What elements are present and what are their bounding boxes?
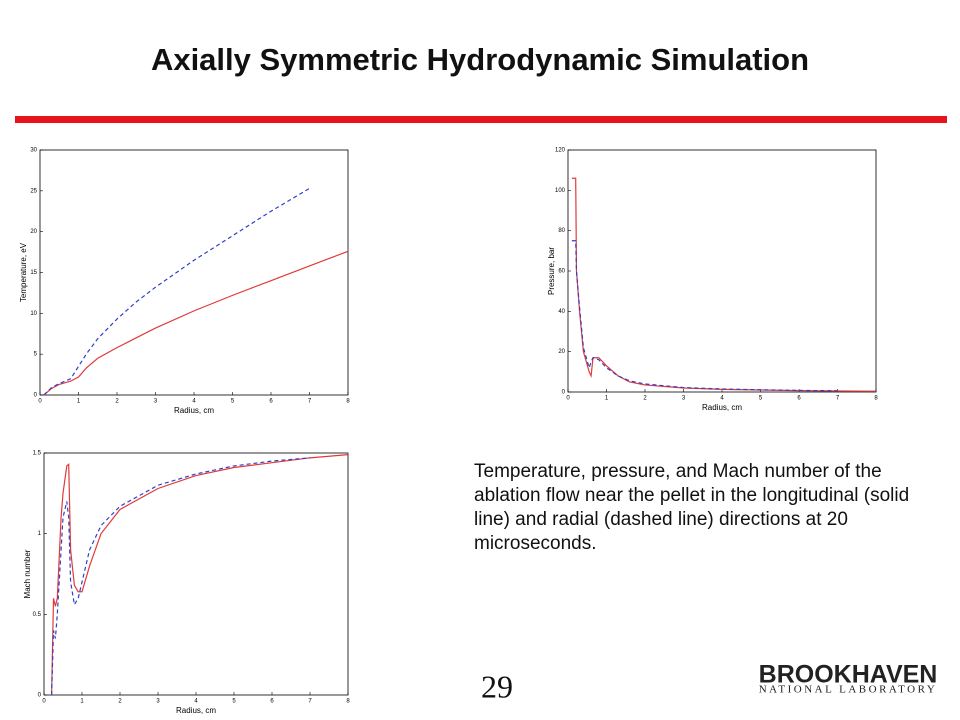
- x-tick-label: 8: [346, 699, 350, 705]
- slide-title: Axially Symmetric Hydrodynamic Simulatio…: [151, 42, 809, 77]
- y-tick-label: 10: [30, 311, 37, 317]
- x-tick-label: 8: [346, 399, 350, 405]
- y-tick-label: 5: [34, 352, 38, 358]
- x-tick-label: 3: [682, 396, 686, 402]
- title-rule: [15, 116, 947, 123]
- page-number: 29: [481, 668, 513, 704]
- y-tick-label: 0: [34, 393, 38, 399]
- x-tick-label: 1: [77, 399, 81, 405]
- x-tick-label: 3: [154, 399, 158, 405]
- y-axis-label: Pressure, bar: [547, 247, 556, 295]
- x-tick-label: 1: [80, 699, 84, 705]
- plot-frame: [567, 149, 877, 393]
- x-tick-label: 6: [270, 699, 274, 705]
- x-tick-label: 5: [232, 699, 236, 705]
- data-line: [43, 250, 349, 396]
- x-tick-label: 1: [605, 396, 609, 402]
- x-tick-label: 4: [720, 396, 724, 402]
- y-tick-label: 1: [38, 531, 42, 537]
- y-tick-label: 40: [558, 309, 565, 315]
- logo-subtitle: NATIONAL LABORATORY: [759, 684, 938, 696]
- x-tick-label: 4: [192, 399, 196, 405]
- y-tick-label: 30: [30, 148, 37, 154]
- x-tick-label: 2: [115, 399, 119, 405]
- y-tick-label: 0: [562, 390, 566, 396]
- data-line: [51, 454, 349, 696]
- x-tick-label: 7: [836, 396, 840, 402]
- x-tick-label: 8: [874, 396, 878, 402]
- logo-name: BROOKHAVEN: [759, 661, 938, 689]
- y-axis-label: Mach number: [23, 549, 32, 598]
- data-line: [43, 187, 310, 396]
- x-tick-label: 5: [759, 396, 763, 402]
- data-line: [571, 177, 877, 392]
- x-tick-label: 6: [797, 396, 801, 402]
- x-axis-label: Radius, cm: [702, 403, 742, 412]
- x-tick-label: 7: [308, 699, 312, 705]
- y-tick-label: 1.5: [33, 451, 42, 457]
- x-tick-label: 3: [156, 699, 160, 705]
- y-tick-label: 120: [555, 148, 566, 154]
- x-tick-label: 7: [308, 399, 312, 405]
- y-tick-label: 60: [558, 269, 565, 275]
- x-tick-label: 0: [42, 699, 46, 705]
- y-tick-label: 20: [558, 349, 565, 355]
- x-tick-label: 2: [118, 699, 122, 705]
- y-tick-label: 20: [30, 229, 37, 235]
- y-tick-label: 25: [30, 188, 37, 194]
- x-tick-label: 2: [643, 396, 647, 402]
- x-axis-label: Radius, cm: [176, 706, 216, 715]
- y-tick-label: 15: [30, 270, 37, 276]
- x-tick-label: 4: [194, 699, 198, 705]
- plot-frame: [39, 149, 349, 396]
- x-tick-label: 0: [38, 399, 42, 405]
- y-tick-label: 0.5: [33, 612, 42, 618]
- y-tick-label: 80: [558, 228, 565, 234]
- x-tick-label: 5: [231, 399, 235, 405]
- data-line: [571, 240, 838, 392]
- y-tick-label: 100: [555, 188, 566, 194]
- x-tick-label: 6: [269, 399, 273, 405]
- y-tick-label: 0: [38, 693, 42, 699]
- plot-frame: [43, 452, 349, 696]
- y-axis-label: Temperature, eV: [19, 242, 28, 302]
- data-line: [51, 457, 311, 696]
- caption: Temperature, pressure, and Mach number o…: [474, 461, 910, 554]
- x-axis-label: Radius, cm: [174, 406, 214, 415]
- x-tick-label: 0: [566, 396, 570, 402]
